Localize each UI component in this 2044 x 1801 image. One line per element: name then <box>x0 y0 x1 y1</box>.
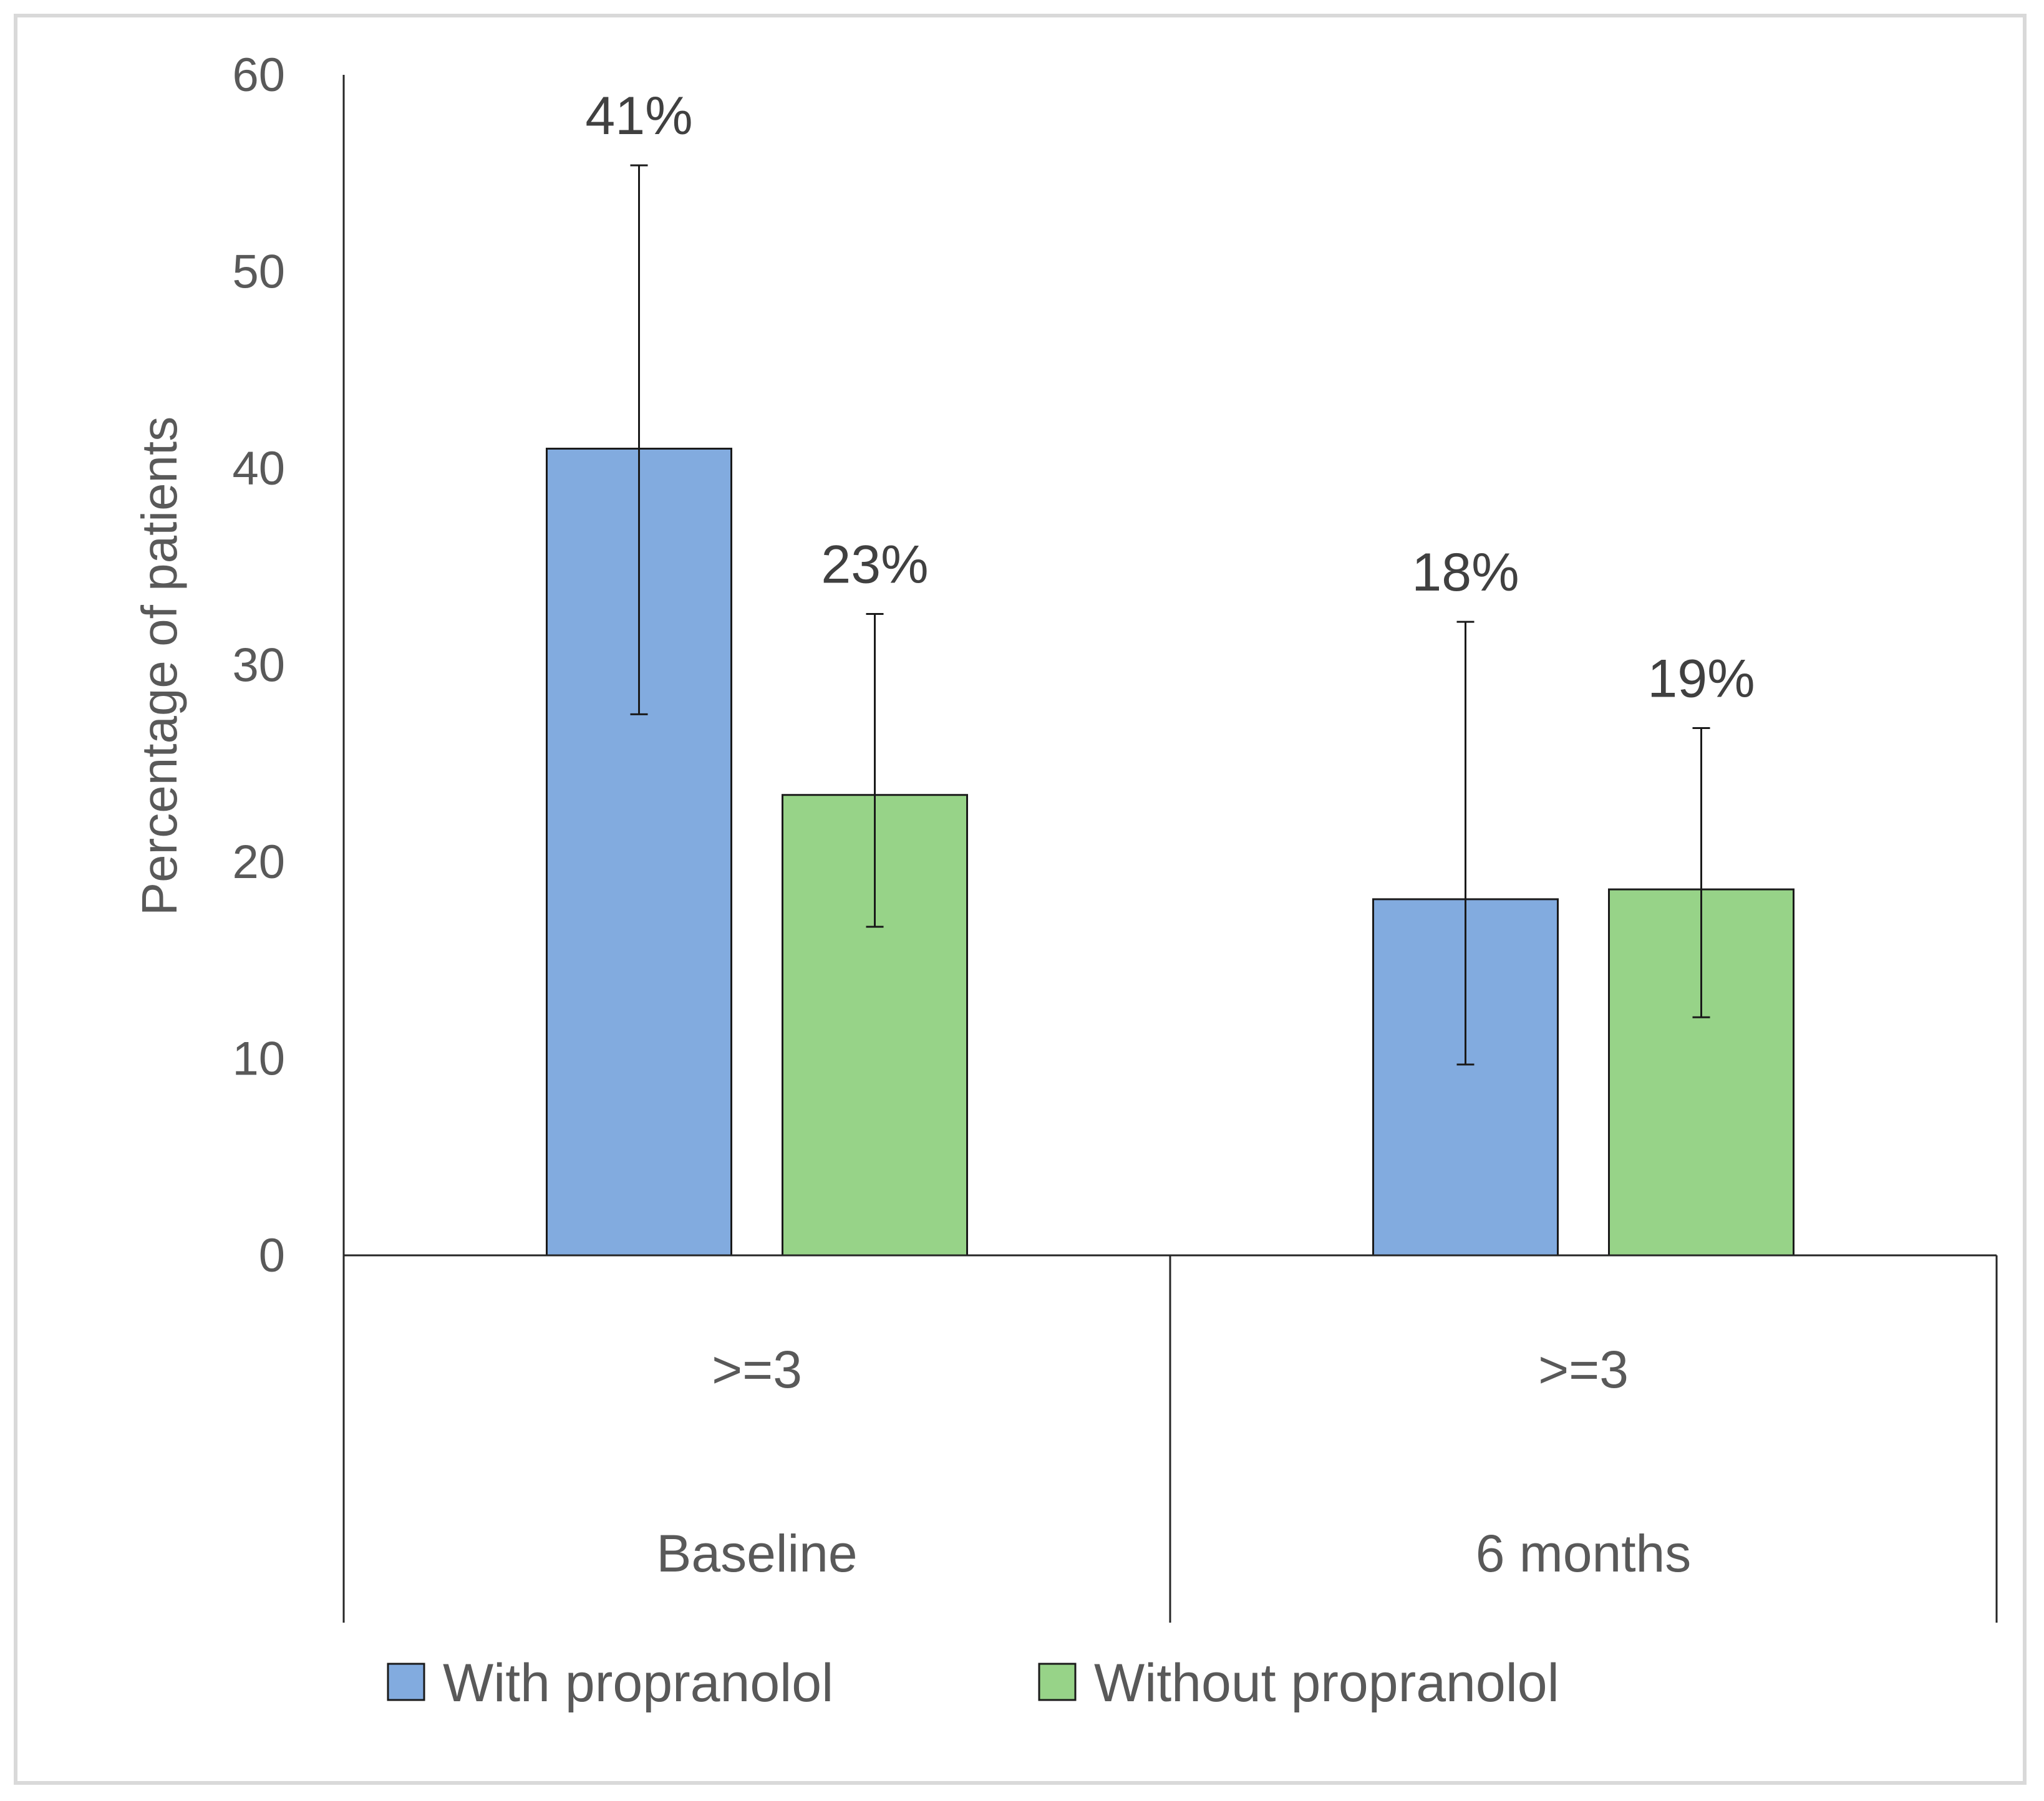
error-bars <box>630 164 1710 1066</box>
y-tick-label: 40 <box>232 442 285 495</box>
y-tick-label: 60 <box>232 49 285 102</box>
y-tick-label: 20 <box>232 836 285 889</box>
x-group-label: 6 months <box>1476 1524 1692 1583</box>
bars <box>546 447 1795 1257</box>
legend-label: Without propranolol <box>1094 1653 1559 1713</box>
y-tick-label: 50 <box>232 246 285 299</box>
x-group-label: Baseline <box>656 1524 857 1583</box>
legend-swatch <box>387 1663 425 1701</box>
x-sub-tick-label: >=3 <box>1538 1340 1629 1399</box>
y-tick-label: 10 <box>232 1033 285 1086</box>
x-sub-tick-label: >=3 <box>712 1340 802 1399</box>
axes: 0 10 20 30 40 50 60 <box>232 49 345 1282</box>
legend: With propranolol Without propranolol <box>387 1653 1559 1713</box>
data-label: 41% <box>585 86 692 146</box>
y-tick-label: 0 <box>259 1229 285 1282</box>
y-tick-label: 30 <box>232 639 285 692</box>
legend-swatch <box>1038 1663 1077 1701</box>
data-label: 19% <box>1647 649 1755 708</box>
data-label: 18% <box>1412 543 1519 602</box>
y-axis-title: Percentage of patients <box>132 417 187 916</box>
category-axis: >=3 Baseline >=3 6 months <box>342 1254 1998 1623</box>
data-labels: 41% 18% 23% 19% <box>585 86 1755 708</box>
legend-label: With propranolol <box>443 1653 833 1713</box>
data-label: 23% <box>821 534 928 594</box>
